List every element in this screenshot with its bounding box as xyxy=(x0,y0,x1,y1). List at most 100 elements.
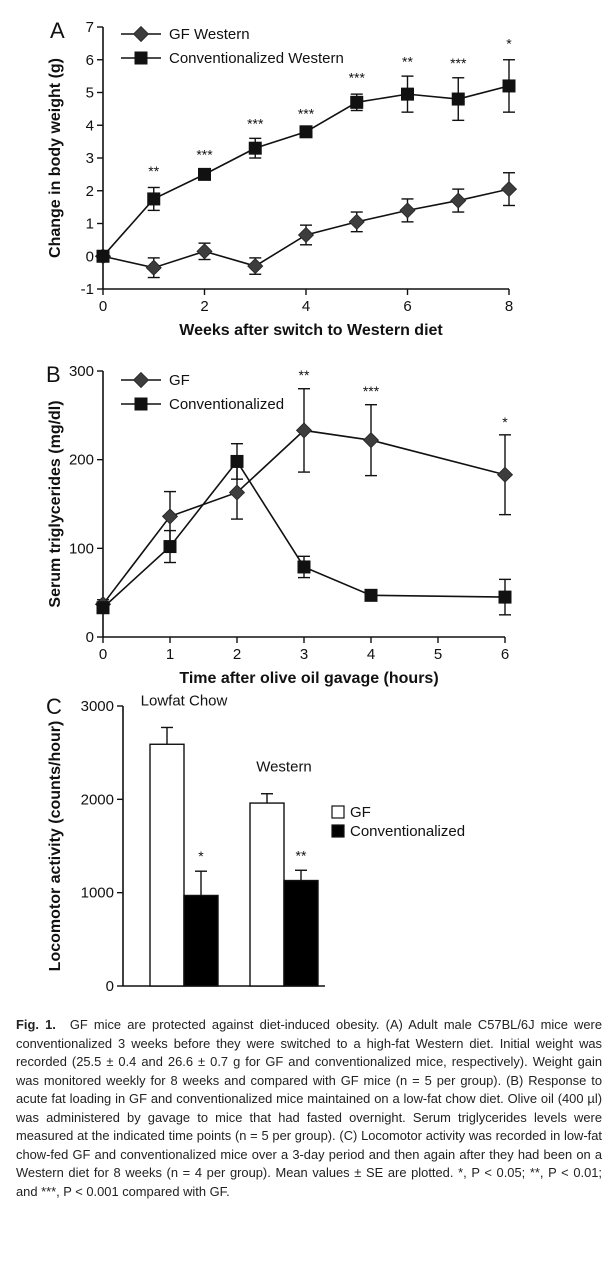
y-tick-label: 0 xyxy=(106,978,114,995)
x-axis-title: Weeks after switch to Western diet xyxy=(179,322,443,339)
data-point-square xyxy=(502,79,516,93)
data-point-square xyxy=(248,141,262,155)
significance-label: *** xyxy=(363,383,380,399)
y-tick-label: 6 xyxy=(86,52,94,69)
data-point-diamond xyxy=(196,243,213,260)
y-tick-label: 2 xyxy=(86,183,94,200)
data-point-square xyxy=(364,588,378,602)
legend-entry: GF xyxy=(121,371,190,389)
legend-label: Conventionalized xyxy=(169,396,284,413)
legend-entry: Conventionalized Western xyxy=(121,50,344,67)
bar-conventionalized xyxy=(183,894,219,987)
legend-marker-square xyxy=(134,397,148,411)
data-point-diamond xyxy=(247,258,264,275)
legend-swatch xyxy=(331,805,345,819)
bar-gf xyxy=(249,802,285,987)
category-label: Lowfat Chow xyxy=(141,692,228,709)
bar-gf xyxy=(149,743,185,987)
legend-label: GF xyxy=(350,804,371,821)
legend-label: Conventionalized Western xyxy=(169,50,344,67)
y-tick-label: -1 xyxy=(81,281,94,298)
y-tick-label: 3000 xyxy=(81,698,114,715)
x-tick-label: 5 xyxy=(434,646,442,663)
y-tick-label: 300 xyxy=(69,363,94,380)
panel-letter: B xyxy=(46,362,61,387)
data-point-diamond xyxy=(500,181,518,198)
significance-label: * xyxy=(502,414,508,430)
panel-letter: A xyxy=(50,18,65,43)
figure-caption: Fig. 1. GF mice are protected against die… xyxy=(16,1016,602,1201)
data-point-diamond xyxy=(228,484,246,501)
legend-swatch xyxy=(331,824,345,838)
y-tick-label: 1 xyxy=(86,216,94,233)
x-tick-label: 8 xyxy=(505,298,513,315)
panel-a-weight-chart: -1 0 1 2 3 4 5 6 7 Change in body weight (g) A 0 2 4 6… xyxy=(47,18,518,339)
x-tick-label: 2 xyxy=(233,646,241,663)
x-tick-label: 6 xyxy=(501,646,509,663)
x-tick-label: 3 xyxy=(300,646,308,663)
panel-letter: C xyxy=(46,694,62,719)
legend-entry: GF xyxy=(331,804,371,821)
legend-entry: Conventionalized xyxy=(331,823,465,840)
panel-c-locomotor-chart: 0 1000 2000 3000 Locomotor activity (counts/… xyxy=(46,692,465,995)
data-point-square xyxy=(147,192,161,206)
y-tick-label: 3 xyxy=(86,150,94,167)
legend-marker-diamond xyxy=(132,25,150,43)
bar-conventionalized xyxy=(283,879,319,987)
significance-label: ** xyxy=(402,53,413,69)
x-axis-title: Time after olive oil gavage (hours) xyxy=(179,670,438,687)
data-point-diamond xyxy=(399,202,416,219)
y-tick-label: 5 xyxy=(86,85,94,102)
y-tick-label: 7 xyxy=(86,19,94,36)
x-tick-label: 0 xyxy=(99,298,107,315)
significance-label: *** xyxy=(298,106,315,122)
data-point-square xyxy=(498,590,512,604)
significance-label: *** xyxy=(349,70,366,86)
data-point-square xyxy=(96,249,110,263)
data-point-diamond xyxy=(496,466,514,483)
x-tick-label: 2 xyxy=(200,298,208,315)
y-axis-title: Serum triglycerides (mg/dl) xyxy=(47,400,64,607)
data-point-square xyxy=(163,540,177,554)
y-tick-label: 200 xyxy=(69,452,94,469)
significance-label: *** xyxy=(450,55,467,71)
data-point-diamond xyxy=(295,422,313,439)
legend-entry: GF Western xyxy=(121,25,250,43)
y-tick-label: 0 xyxy=(86,629,94,646)
legend-label: Conventionalized xyxy=(350,823,465,840)
x-tick-label: 4 xyxy=(302,298,310,315)
data-point-diamond xyxy=(145,259,162,276)
legend-entry: Conventionalized xyxy=(121,396,284,413)
data-point-square xyxy=(96,601,110,615)
figure-1: -1 0 1 2 3 4 5 6 7 Change in body weight (g) A 0 2 4 6… xyxy=(46,18,518,995)
series-conventionalized xyxy=(96,59,516,263)
data-point-diamond xyxy=(450,192,467,209)
x-tick-label: 1 xyxy=(166,646,174,663)
data-point-square xyxy=(299,125,313,139)
y-tick-label: 0 xyxy=(86,248,94,265)
significance-label: ** xyxy=(148,163,159,179)
significance-label: * xyxy=(506,35,512,51)
significance-label: * xyxy=(198,848,204,864)
x-tick-label: 6 xyxy=(403,298,411,315)
y-axis-title: Locomotor activity (counts/hour) xyxy=(47,721,64,972)
data-point-diamond xyxy=(161,508,179,525)
data-point-square xyxy=(198,167,211,181)
data-point-diamond xyxy=(348,213,365,230)
series-conventionalized xyxy=(96,443,512,616)
x-tick-label: 4 xyxy=(367,646,375,663)
series-gf xyxy=(94,172,518,279)
significance-label: ** xyxy=(299,367,310,383)
significance-label: *** xyxy=(196,147,213,163)
series-line xyxy=(102,460,506,609)
data-point-square xyxy=(297,560,311,574)
data-point-diamond xyxy=(362,432,380,449)
legend-marker-square xyxy=(134,51,148,65)
legend-label: GF xyxy=(169,372,190,389)
y-tick-label: 4 xyxy=(86,117,94,134)
category-label: Western xyxy=(256,759,312,776)
y-tick-label: 100 xyxy=(69,540,94,557)
significance-label: ** xyxy=(296,847,307,863)
data-point-square xyxy=(230,454,244,468)
y-tick-label: 1000 xyxy=(81,885,114,902)
